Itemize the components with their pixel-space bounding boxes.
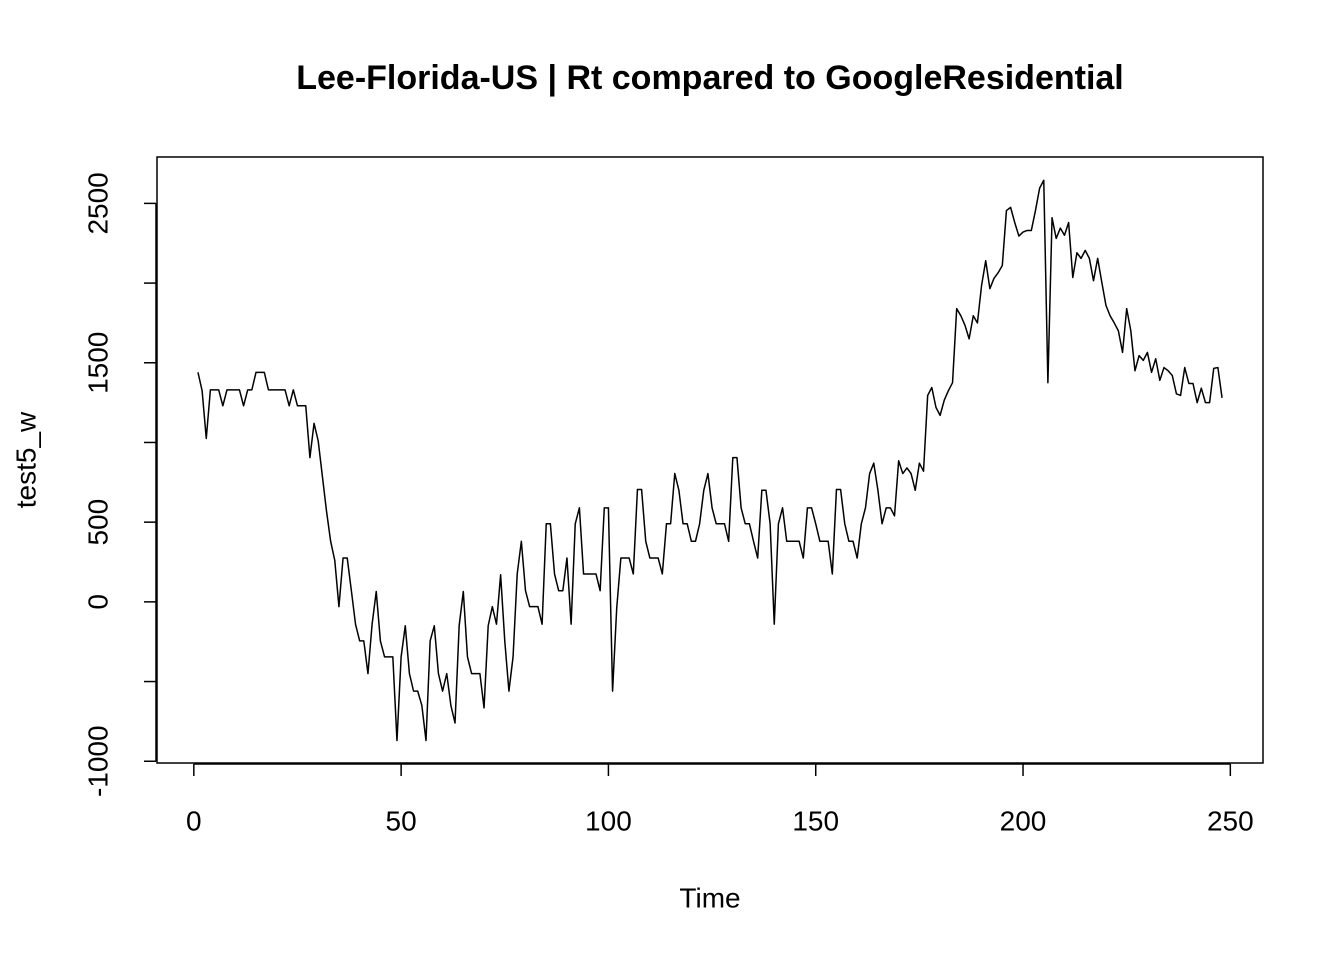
x-tick-label: 200 <box>1000 805 1047 836</box>
data-line <box>197 179 1223 742</box>
y-tick-label: 0 <box>82 594 113 610</box>
y-tick-label: -1000 <box>82 725 113 797</box>
y-tick-label: 2500 <box>82 172 113 234</box>
x-tick-label: 150 <box>792 805 839 836</box>
x-tick-label: 100 <box>585 805 632 836</box>
y-axis-label: test5_w <box>10 411 41 508</box>
x-tick-label: 0 <box>186 805 202 836</box>
x-axis-label: Time <box>679 882 740 913</box>
chart-title: Lee-Florida-US | Rt compared to GoogleRe… <box>296 59 1124 97</box>
y-tick-label: 1500 <box>82 332 113 394</box>
x-tick-label: 250 <box>1207 805 1254 836</box>
plot-frame <box>156 156 1264 764</box>
x-tick-label: 50 <box>386 805 417 836</box>
y-tick-label: 500 <box>82 499 113 546</box>
